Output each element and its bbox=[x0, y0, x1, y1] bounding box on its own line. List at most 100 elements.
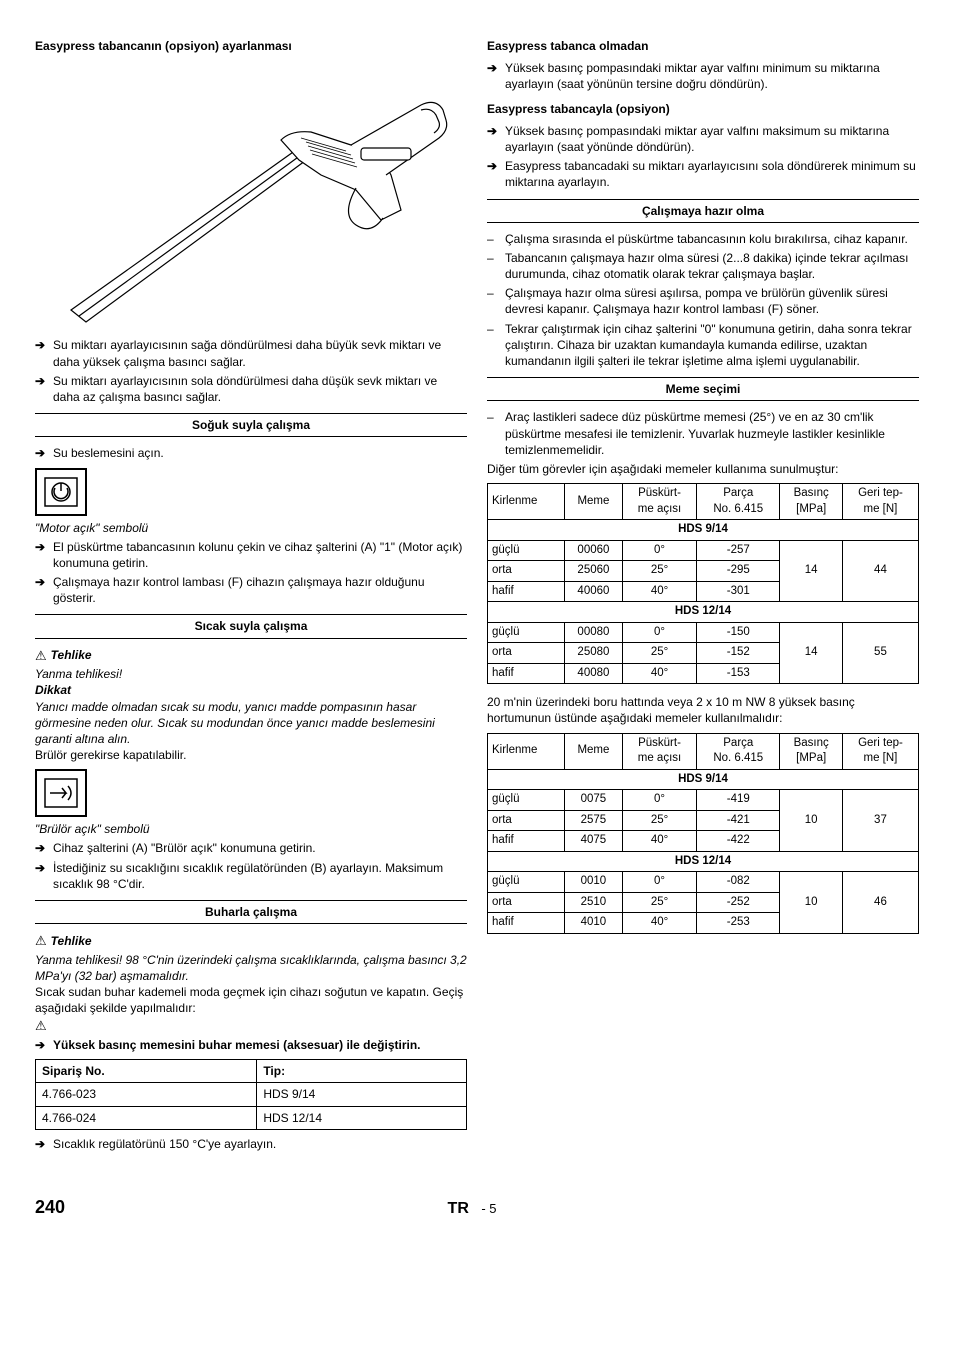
section-ready: Çalışmaya hazır olma bbox=[487, 199, 919, 223]
td: -253 bbox=[697, 913, 780, 934]
eto-title: Easypress tabancayla (opsiyon) bbox=[487, 101, 919, 117]
page-number: 240 bbox=[35, 1195, 65, 1219]
td: 0° bbox=[622, 622, 696, 643]
td: güçlü bbox=[488, 622, 565, 643]
td: hafif bbox=[488, 663, 565, 684]
td: orta bbox=[488, 643, 565, 664]
section-hot-water: Sıcak suyla çalışma bbox=[35, 614, 467, 638]
arrow-icon: ➔ bbox=[35, 337, 53, 369]
td: 40° bbox=[622, 663, 696, 684]
section-nozzle: Meme seçimi bbox=[487, 377, 919, 401]
text: Tehlike bbox=[51, 647, 92, 663]
td: -152 bbox=[697, 643, 780, 664]
arrow-icon: ➔ bbox=[487, 60, 505, 92]
burn-warning: Yanma tehlikesi! bbox=[35, 666, 467, 682]
td: -419 bbox=[697, 790, 780, 811]
td: 55 bbox=[842, 622, 918, 684]
arrow-item: ➔ Yüksek basınç pompasındaki miktar ayar… bbox=[487, 123, 919, 155]
arrow-item: ➔ Yüksek basınç memesini buhar memesi (a… bbox=[35, 1037, 467, 1053]
text: Su beslemesini açın. bbox=[53, 445, 467, 461]
et-title: Easypress tabanca olmadan bbox=[487, 38, 919, 54]
text: İstediğiniz su sıcaklığını sıcaklık regü… bbox=[53, 860, 467, 892]
td: 14 bbox=[780, 540, 842, 602]
arrow-item: ➔ Su beslemesini açın. bbox=[35, 445, 467, 461]
td: hafif bbox=[488, 581, 565, 602]
th: Kirlenme bbox=[488, 484, 565, 520]
th: Basınç [MPa] bbox=[780, 733, 842, 769]
td: -301 bbox=[697, 581, 780, 602]
steam-para-2: Sıcak sudan buhar kademeli moda geçmek i… bbox=[35, 984, 467, 1016]
arrow-item: ➔ Çalışmaya hazır kontrol lambası (F) ci… bbox=[35, 574, 467, 606]
td: 0075 bbox=[564, 790, 622, 811]
warning-icon: ⚠ bbox=[35, 932, 47, 950]
td: 46 bbox=[842, 872, 918, 934]
th: Geri tep- me [N] bbox=[842, 733, 918, 769]
td: orta bbox=[488, 561, 565, 582]
td: 25080 bbox=[564, 643, 622, 664]
arrow-item: ➔ Sıcaklık regülatörünü 150 °C'ye ayarla… bbox=[35, 1136, 467, 1152]
th: Püskürt- me açısı bbox=[622, 733, 696, 769]
td: -422 bbox=[697, 831, 780, 852]
td: 4010 bbox=[564, 913, 622, 934]
arrow-item: ➔ Su miktarı ayarlayıcısının sağa döndür… bbox=[35, 337, 467, 369]
td: orta bbox=[488, 892, 565, 913]
arrow-icon: ➔ bbox=[35, 373, 53, 405]
td: 2575 bbox=[564, 810, 622, 831]
sub-page: - 5 bbox=[481, 1201, 496, 1216]
th: Geri tep- me [N] bbox=[842, 484, 918, 520]
text: Cihaz şalterini (A) "Brülör açık" konumu… bbox=[53, 840, 467, 856]
arrow-icon: ➔ bbox=[35, 1037, 53, 1053]
lang-code: TR bbox=[448, 1200, 469, 1217]
dash-icon: – bbox=[487, 321, 505, 370]
text: Yüksek basınç memesini buhar memesi (aks… bbox=[53, 1037, 467, 1053]
text: Su miktarı ayarlayıcısının sola döndürül… bbox=[53, 373, 467, 405]
text: Su miktarı ayarlayıcısının sağa döndürül… bbox=[53, 337, 467, 369]
arrow-item: ➔ İstediğiniz su sıcaklığını sıcaklık re… bbox=[35, 860, 467, 892]
text: Tabancanın çalışmaya hazır olma süresi (… bbox=[505, 250, 919, 282]
danger-heading: ⚠ Tehlike bbox=[35, 647, 467, 665]
arrow-icon: ➔ bbox=[487, 158, 505, 190]
text: Yüksek basınç pompasındaki miktar ayar v… bbox=[505, 60, 919, 92]
td: 00080 bbox=[564, 622, 622, 643]
td: 2510 bbox=[564, 892, 622, 913]
attention-heading: Dikkat bbox=[35, 682, 467, 698]
arrow-icon: ➔ bbox=[35, 539, 53, 571]
text: Araç lastikleri sadece düz püskürtme mem… bbox=[505, 409, 919, 458]
dash-item: –Çalışmaya hazır olma süresi aşılırsa, p… bbox=[487, 285, 919, 317]
th: Kirlenme bbox=[488, 733, 565, 769]
burner-on-symbol bbox=[35, 769, 87, 817]
td: -252 bbox=[697, 892, 780, 913]
td: 40° bbox=[622, 581, 696, 602]
gun-diagram bbox=[35, 60, 467, 330]
text: Easypress tabancadaki su miktarı ayarlay… bbox=[505, 158, 919, 190]
arrow-icon: ➔ bbox=[487, 123, 505, 155]
order-number-table: Sipariş No. Tip: 4.766-023 HDS 9/14 4.76… bbox=[35, 1059, 467, 1130]
td: 40° bbox=[622, 831, 696, 852]
td: 0010 bbox=[564, 872, 622, 893]
th: Basınç [MPa] bbox=[780, 484, 842, 520]
text: Tehlike bbox=[51, 933, 92, 949]
motor-on-symbol bbox=[35, 468, 87, 516]
dash-icon: – bbox=[487, 409, 505, 458]
td: 25° bbox=[622, 892, 696, 913]
td: 0° bbox=[622, 790, 696, 811]
th: Parça No. 6.415 bbox=[697, 484, 780, 520]
td: 10 bbox=[780, 790, 842, 852]
td: 40° bbox=[622, 913, 696, 934]
td: 40080 bbox=[564, 663, 622, 684]
page-footer: 240 TR - 5 bbox=[35, 1195, 919, 1220]
motor-symbol-caption: "Motor açık" sembolü bbox=[35, 520, 467, 536]
warning-icon-standalone: ⚠ bbox=[35, 1017, 467, 1035]
steam-para-1: Yanma tehlikesi! 98 °C'nin üzerindeki ça… bbox=[35, 952, 467, 984]
td: 25° bbox=[622, 810, 696, 831]
th: Sipariş No. bbox=[36, 1060, 257, 1083]
td: 25060 bbox=[564, 561, 622, 582]
dash-item: –Tekrar çalıştırmak için cihaz şalterini… bbox=[487, 321, 919, 370]
td: orta bbox=[488, 810, 565, 831]
arrow-item: ➔ Easypress tabancadaki su miktarı ayarl… bbox=[487, 158, 919, 190]
nozzle-table-2: Kirlenme Meme Püskürt- me açısı Parça No… bbox=[487, 733, 919, 934]
th: Tip: bbox=[257, 1060, 467, 1083]
section-steam: Buharla çalışma bbox=[35, 900, 467, 924]
group-header: HDS 9/14 bbox=[488, 520, 919, 541]
between-tables-text: 20 m'nin üzerindeki boru hattında veya 2… bbox=[487, 694, 919, 726]
